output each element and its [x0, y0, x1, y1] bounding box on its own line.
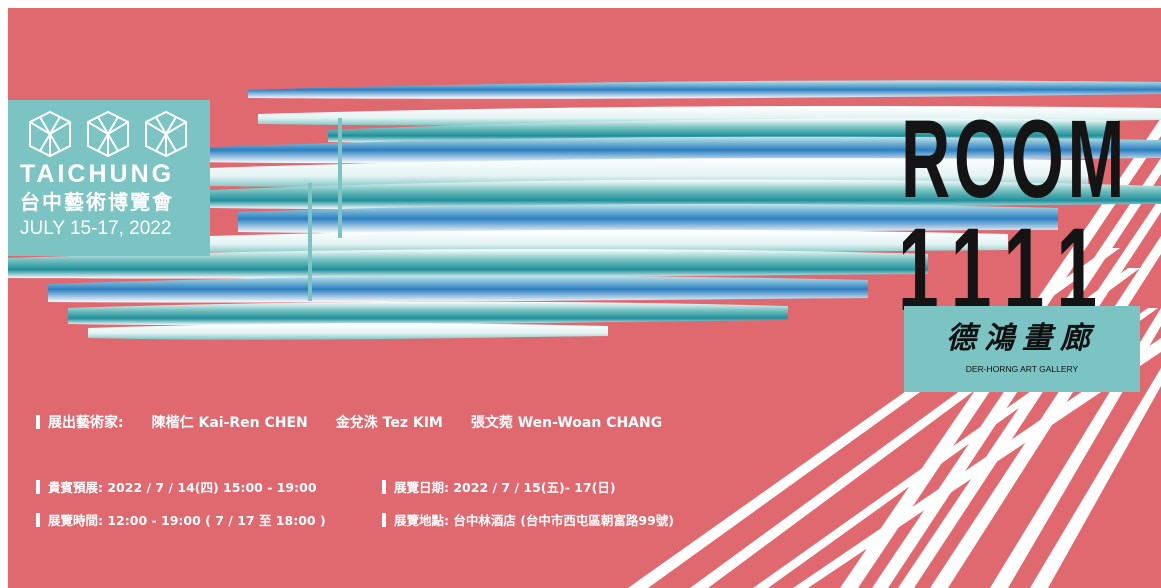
exhibition-hours-info: 展覽時間: 12:00 - 19:00 ( 7 / 17 至 18:00 )	[36, 510, 326, 529]
exhibition-venue-info: 展覽地點: 台中林酒店 (台中市西屯區朝富路99號)	[382, 510, 674, 529]
artist-name: 張文菀 Wen-Woan CHANG	[470, 415, 663, 431]
horizontal-brush-strokes	[8, 80, 1161, 340]
bullet-bar	[36, 415, 40, 429]
abstract-brushstroke-artwork	[8, 80, 1161, 588]
bullet-bar	[36, 513, 40, 527]
artist-name: 金兌洙 Tez KIM	[335, 415, 443, 431]
gallery-logo: 德鴻畫廊 DER-HORNG ART GALLERY	[904, 306, 1140, 392]
gallery-name-en: DER-HORNG ART GALLERY	[965, 364, 1079, 374]
vip-preview-text: 貴賓預展: 2022 / 7 / 14(四) 15:00 - 19:00	[48, 480, 317, 495]
fair-name-en: TAICHUNG	[20, 160, 175, 188]
exhibition-dates-text: 展覽日期: 2022 / 7 / 15(五)- 17(日)	[394, 480, 616, 495]
room-label: ROOM	[901, 98, 1129, 221]
bullet-bar	[382, 480, 386, 494]
taichung-art-fair-logo: TAICHUNG 台中藝術博覽會 JULY 15-17, 2022	[8, 100, 210, 256]
bullet-bar	[382, 513, 386, 527]
exhibition-poster: TAICHUNG 台中藝術博覽會 JULY 15-17, 2022 ROOM 1…	[8, 8, 1161, 588]
exhibition-dates-info: 展覽日期: 2022 / 7 / 15(五)- 17(日)	[382, 477, 616, 496]
geometric-hexagon-icons	[29, 110, 187, 158]
vertical-teal-line	[308, 183, 312, 301]
vip-preview-info: 貴賓預展: 2022 / 7 / 14(四) 15:00 - 19:00	[36, 477, 317, 496]
bullet-bar	[36, 480, 40, 494]
fair-dates: JULY 15-17, 2022	[20, 218, 172, 239]
vertical-teal-line	[338, 118, 342, 238]
artist-name: 陳楷仁 Kai-Ren CHEN	[151, 415, 308, 431]
artists-line: 展出藝術家: 陳楷仁 Kai-Ren CHEN 金兌洙 Tez KIM 張文菀 Wen…	[36, 412, 690, 432]
exhibition-hours-text: 展覽時間: 12:00 - 19:00 ( 7 / 17 至 18:00 )	[48, 513, 326, 528]
exhibition-venue-text: 展覽地點: 台中林酒店 (台中市西屯區朝富路99號)	[394, 513, 675, 528]
fair-name-zh: 台中藝術博覽會	[20, 190, 174, 214]
artists-label: 展出藝術家:	[48, 415, 124, 431]
gallery-name-zh: 德鴻畫廊	[946, 321, 1098, 356]
